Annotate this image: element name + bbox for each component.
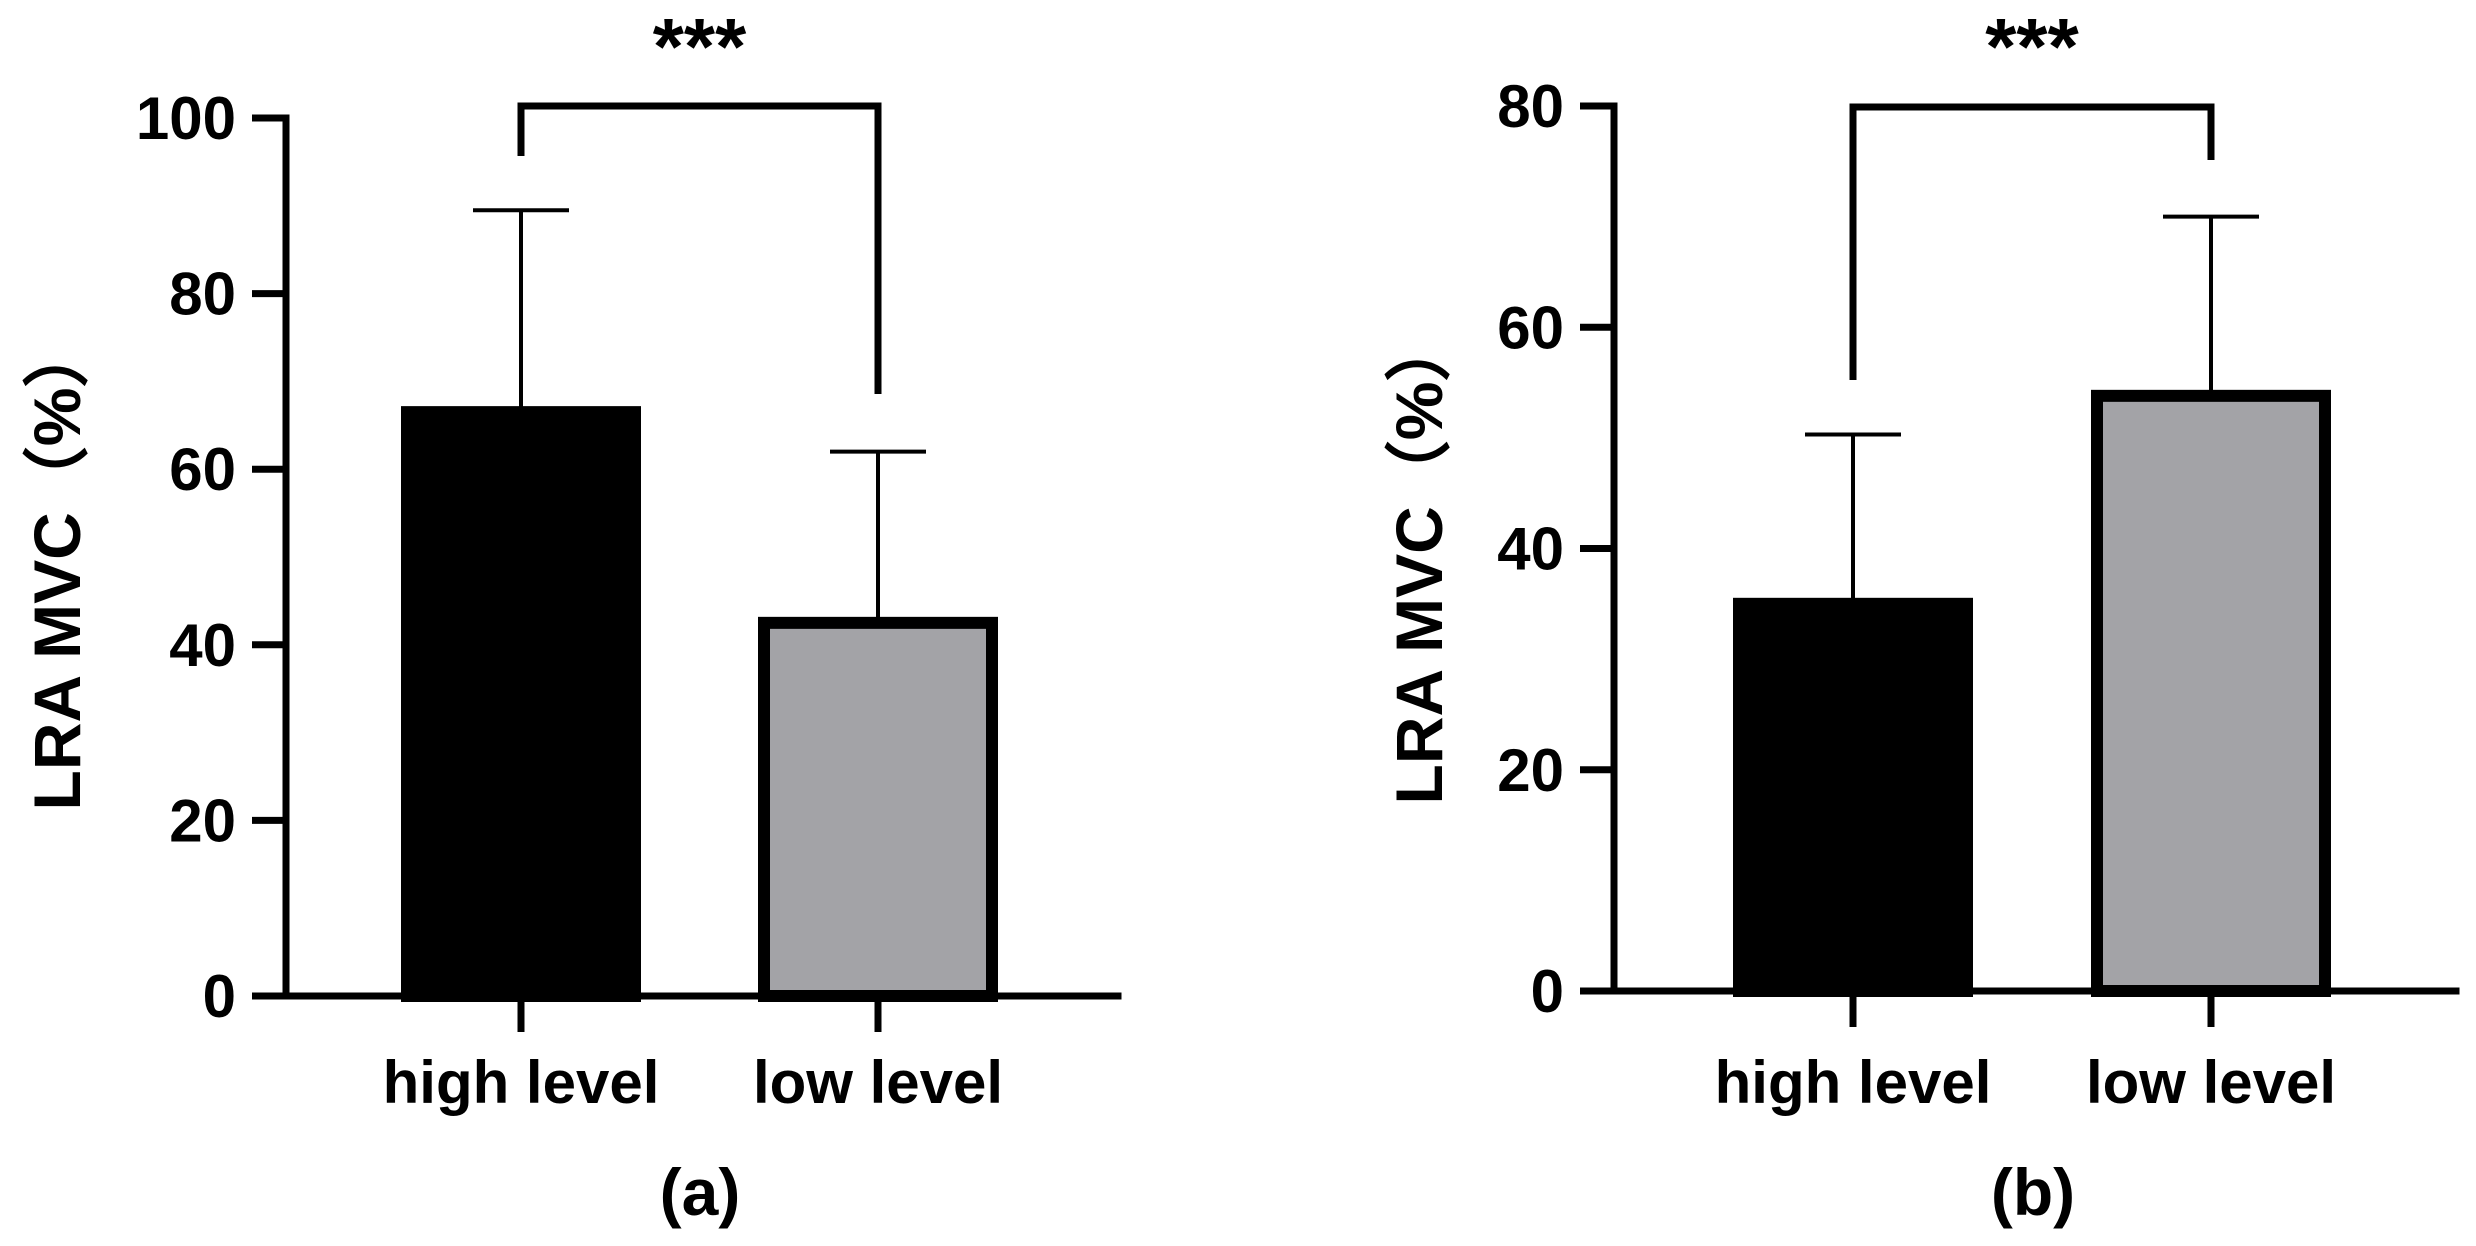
x-tick-label: high level (383, 1049, 660, 1116)
y-tick-label: 100 (136, 85, 236, 152)
significance-label: *** (653, 2, 747, 91)
y-tick-label: 80 (1497, 73, 1564, 140)
y-tick-label: 80 (169, 261, 236, 328)
significance-bracket (517, 102, 882, 394)
panel-label: (b) (1991, 1155, 2075, 1229)
chart-panel-a: 0 20 40 60 80 100 high level low level LRA MVC（%… (20, 2, 1122, 1229)
y-tick-label: 20 (1497, 737, 1564, 804)
bar-low-level (2091, 389, 2331, 997)
bar-high-level (401, 406, 641, 1002)
y-tick-label: 60 (1497, 294, 1564, 361)
y-tick-label: 40 (169, 612, 236, 679)
bar-high-level (1733, 597, 1973, 997)
bar-low-level (758, 616, 998, 1002)
x-tick-label: high level (1715, 1049, 1992, 1116)
chart-panel-b: 0 20 40 60 80 high level low level LRA MVC（%） **… (1382, 2, 2460, 1229)
y-tick-label: 0 (203, 963, 236, 1030)
y-axis-label: LRA MVC（%） (20, 322, 94, 811)
y-tick-label: 40 (1497, 516, 1564, 583)
y-tick-label: 60 (169, 436, 236, 503)
y-tick-label: 0 (1531, 958, 1564, 1025)
y-axis-label: LRA MVC（%） (1382, 316, 1456, 805)
significance-bracket (1849, 103, 2215, 380)
x-tick-label: low level (2086, 1049, 2336, 1116)
x-tick-label: low level (753, 1049, 1003, 1116)
significance-label: *** (1985, 2, 2079, 91)
panel-label: (a) (660, 1155, 741, 1229)
y-tick-label: 20 (169, 787, 236, 854)
